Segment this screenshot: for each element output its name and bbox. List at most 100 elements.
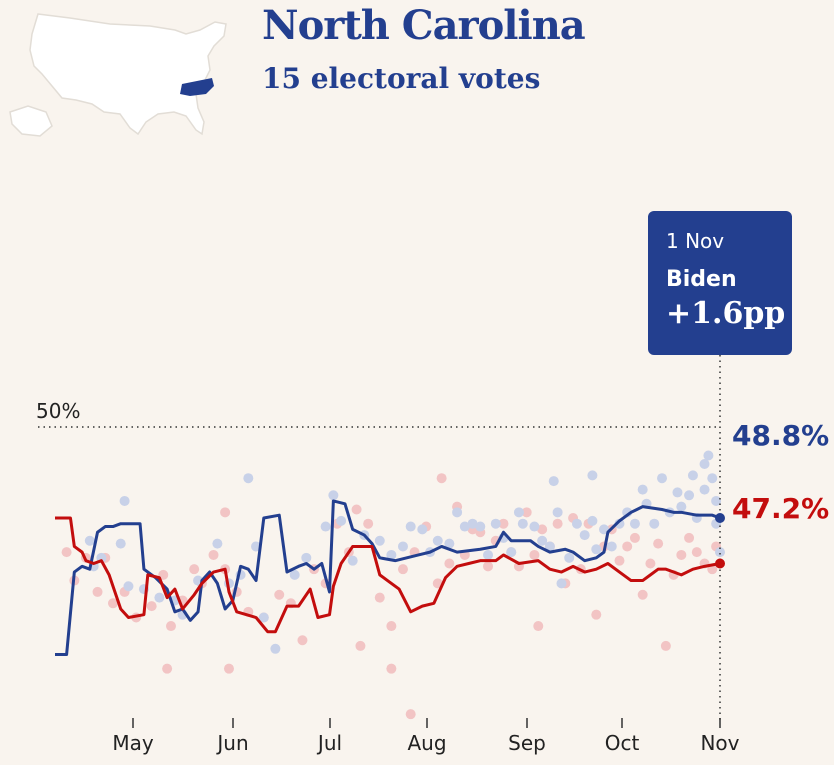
x-tick-label-oct: Oct <box>605 731 640 755</box>
us-map-outline <box>29 13 227 136</box>
poll-dot-biden-62 <box>676 501 687 512</box>
poll-dot-trump-57 <box>622 541 633 552</box>
poll-dot-biden-61 <box>672 487 683 498</box>
poll-dot-trump-71 <box>162 663 173 674</box>
poll-dot-biden-75 <box>243 473 254 484</box>
poll-dot-trump-72 <box>223 663 234 674</box>
poll-dot-trump-39 <box>483 561 494 572</box>
poll-dot-trump-26 <box>351 504 362 515</box>
poll-dot-biden-18 <box>320 521 331 532</box>
poll-dot-biden-68 <box>707 473 718 484</box>
poll-dot-biden-73 <box>587 470 598 481</box>
poll-dot-trump-3 <box>92 586 103 597</box>
poll-dot-biden-42 <box>537 535 548 546</box>
poll-dot-biden-58 <box>649 518 660 529</box>
poll-dot-biden-72 <box>699 484 710 495</box>
poll-dot-trump-8 <box>146 601 157 612</box>
poll-dot-biden-59 <box>657 473 668 484</box>
poll-dot-trump-74 <box>355 640 366 651</box>
poll-dot-biden-50 <box>591 544 602 555</box>
poll-dot-trump-46 <box>537 524 548 535</box>
poll-dot-biden-67 <box>703 450 714 461</box>
poll-dot-biden-52 <box>606 541 617 552</box>
poll-dot-biden-76 <box>119 495 130 506</box>
poll-dots-layer <box>61 450 725 720</box>
poll-dot-biden-33 <box>467 518 478 529</box>
poll-dot-biden-44 <box>552 507 563 518</box>
poll-dot-biden-47 <box>571 518 582 529</box>
poll-dot-biden-16 <box>289 569 300 580</box>
poll-dot-trump-21 <box>297 635 308 646</box>
poll-dot-biden-64 <box>687 470 698 481</box>
poll-dot-biden-3 <box>115 538 126 549</box>
x-tick-label-jun: Jun <box>215 731 248 755</box>
end-label-trump: 47.2% <box>732 492 829 525</box>
x-tick-label-may: May <box>112 731 154 755</box>
poll-dot-biden-29 <box>432 535 443 546</box>
poll-dot-trump-70 <box>220 507 231 518</box>
poll-dot-biden-14 <box>258 612 269 623</box>
tooltip-margin: +1.6pp <box>666 296 786 331</box>
poll-dot-biden-46 <box>564 552 575 563</box>
reference-line-label: 50% <box>36 399 80 423</box>
poll-dot-trump-56 <box>614 555 625 566</box>
poll-dot-biden-15 <box>270 643 281 654</box>
poll-dot-trump-27 <box>363 518 374 529</box>
poll-dot-trump-10 <box>165 621 176 632</box>
poll-dot-biden-48 <box>579 530 590 541</box>
poll-dot-biden-32 <box>459 521 470 532</box>
x-axis: May Jun Jul Aug Sep Oct Nov <box>112 718 740 755</box>
poll-dot-biden-71 <box>711 495 722 506</box>
x-tick-label-aug: Aug <box>407 731 446 755</box>
end-marker-biden <box>715 513 725 524</box>
poll-dot-trump-60 <box>645 558 656 569</box>
poll-dot-trump-41 <box>498 518 509 529</box>
poll-dot-biden-36 <box>490 518 501 529</box>
poll-dot-biden-70 <box>715 547 725 558</box>
poll-dot-trump-28 <box>374 592 385 603</box>
poll-dot-biden-34 <box>475 521 486 532</box>
poll-dot-biden-20 <box>336 515 347 526</box>
poll-dot-biden-26 <box>405 521 416 532</box>
poll-dot-trump-65 <box>684 532 695 543</box>
poll-dot-trump-14 <box>208 549 219 560</box>
poll-dot-trump-58 <box>629 532 640 543</box>
poll-dot-biden-0 <box>84 535 95 546</box>
poll-dot-biden-45 <box>556 578 567 589</box>
poll-dot-biden-17 <box>301 552 312 563</box>
poll-dot-trump-44 <box>521 507 532 518</box>
alaska-outline <box>9 105 53 137</box>
poll-dot-biden-21 <box>347 555 358 566</box>
series-line-trump <box>55 516 721 634</box>
tooltip-date: 1 Nov <box>666 229 725 253</box>
poll-dot-trump-77 <box>436 473 447 484</box>
poll-dot-biden-74 <box>548 476 559 487</box>
poll-dot-biden-35 <box>483 549 494 560</box>
us-map-icon <box>9 13 227 137</box>
poll-dot-biden-43 <box>544 541 555 552</box>
poll-dot-trump-64 <box>676 549 687 560</box>
poll-dot-biden-55 <box>629 518 640 529</box>
poll-dot-biden-27 <box>417 524 428 535</box>
tooltip-card: 1 Nov Biden +1.6pp <box>648 211 792 355</box>
end-label-biden: 48.8% <box>732 419 829 452</box>
poll-dot-biden-10 <box>212 538 223 549</box>
poll-dot-biden-66 <box>699 459 710 470</box>
x-tick-label-sep: Sep <box>508 731 546 755</box>
poll-dot-biden-49 <box>587 515 598 526</box>
poll-dot-biden-38 <box>506 547 517 558</box>
poll-dot-trump-0 <box>61 547 72 558</box>
poll-dot-trump-34 <box>444 558 455 569</box>
poll-dot-biden-25 <box>397 541 408 552</box>
poll-dot-biden-30 <box>444 538 455 549</box>
poll-dot-trump-53 <box>591 609 602 620</box>
tooltip-candidate: Biden <box>666 267 737 292</box>
electoral-votes-subtitle: 15 electoral votes <box>262 62 541 95</box>
x-tick-label-nov: Nov <box>700 731 739 755</box>
poll-dot-trump-5 <box>107 598 118 609</box>
poll-dot-biden-40 <box>517 518 528 529</box>
poll-dot-trump-62 <box>660 640 671 651</box>
poll-dot-biden-41 <box>529 521 540 532</box>
poll-dot-biden-53 <box>614 518 625 529</box>
